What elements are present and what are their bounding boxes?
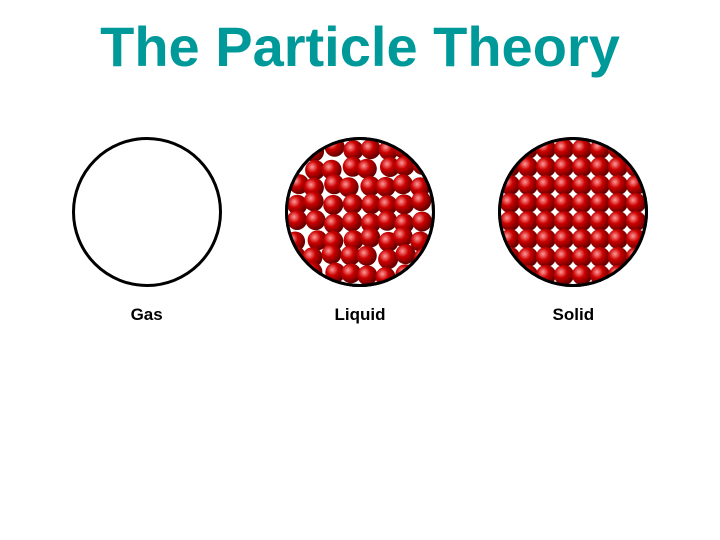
solid-diagram (498, 137, 648, 287)
liquid-label: Liquid (334, 305, 385, 325)
gas-label: Gas (131, 305, 163, 325)
state-solid: Solid (473, 137, 673, 325)
states-row: Gas Liquid Solid (0, 137, 720, 325)
state-liquid: Liquid (260, 137, 460, 325)
solid-label: Solid (553, 305, 595, 325)
liquid-diagram (285, 137, 435, 287)
gas-diagram (72, 137, 222, 287)
page-title: The Particle Theory (0, 18, 720, 77)
solid-svg (498, 137, 648, 287)
liquid-svg (285, 137, 435, 287)
state-gas: Gas (47, 137, 247, 325)
gas-svg (72, 137, 222, 287)
